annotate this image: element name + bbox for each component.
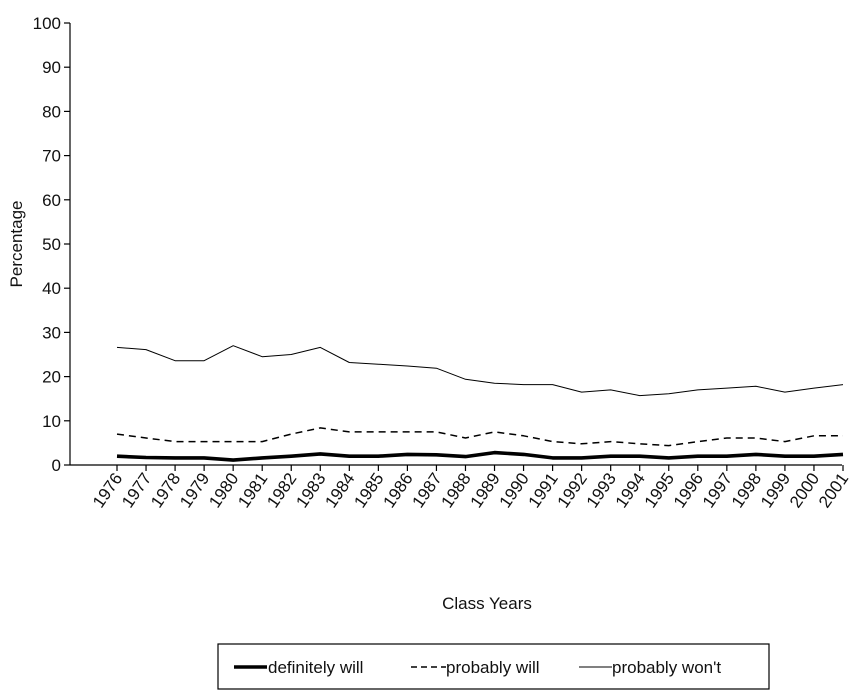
legend: definitely will probably will probably w… bbox=[217, 643, 770, 690]
x-axis-ticks: 1976197719781979198019811982198319841985… bbox=[89, 465, 852, 511]
x-tick-label: 1995 bbox=[641, 469, 678, 511]
y-axis-ticks: 0 10 20 30 40 50 60 70 80 90 100 bbox=[33, 14, 70, 475]
legend-box bbox=[217, 643, 770, 690]
y-tick-label: 40 bbox=[42, 279, 61, 298]
x-tick-label: 1999 bbox=[757, 469, 794, 511]
series-lines bbox=[116, 345, 844, 462]
x-tick-label: 1977 bbox=[118, 469, 155, 511]
y-tick-label: 50 bbox=[42, 235, 61, 254]
x-tick-label: 1986 bbox=[379, 469, 416, 511]
x-tick-label: 1984 bbox=[321, 469, 358, 511]
legend-label-probably-wont: probably won't bbox=[612, 658, 721, 677]
x-tick-label: 1998 bbox=[728, 469, 765, 511]
x-tick-label: 1983 bbox=[292, 469, 329, 511]
y-tick-label: 80 bbox=[42, 102, 61, 121]
x-tick-label: 1992 bbox=[554, 469, 591, 511]
x-tick-label: 2001 bbox=[815, 469, 852, 511]
y-tick-label: 100 bbox=[33, 14, 61, 33]
y-tick-label: 90 bbox=[42, 58, 61, 77]
x-tick-label: 1997 bbox=[699, 469, 736, 511]
y-tick-label: 60 bbox=[42, 191, 61, 210]
y-axis-title: Percentage bbox=[7, 201, 26, 288]
series-line-probably-will bbox=[116, 427, 843, 447]
y-tick-label: 70 bbox=[42, 147, 61, 166]
legend-label-probably-will: probably will bbox=[446, 658, 540, 677]
x-tick-label: 1978 bbox=[147, 469, 184, 511]
x-tick-label: 1991 bbox=[525, 469, 562, 511]
x-tick-label: 1976 bbox=[89, 469, 126, 511]
x-tick-label: 1990 bbox=[496, 469, 533, 511]
y-tick-label: 0 bbox=[52, 456, 61, 475]
x-tick-label: 1979 bbox=[176, 469, 213, 511]
y-tick-label: 30 bbox=[42, 323, 61, 342]
series-line-probably-won-t bbox=[116, 345, 844, 397]
legend-label-definitely-will: definitely will bbox=[268, 658, 363, 677]
x-tick-label: 1985 bbox=[350, 469, 387, 511]
x-tick-label: 1980 bbox=[205, 469, 242, 511]
x-axis-title: Class Years bbox=[442, 594, 532, 613]
y-tick-label: 20 bbox=[42, 368, 61, 387]
y-tick-label: 10 bbox=[42, 412, 61, 431]
x-tick-label: 1982 bbox=[263, 469, 300, 511]
x-tick-label: 1988 bbox=[437, 469, 474, 511]
x-tick-label: 1987 bbox=[408, 469, 445, 511]
x-tick-label: 1994 bbox=[612, 469, 649, 511]
x-tick-label: 2000 bbox=[786, 469, 823, 511]
series-line-definitely-will bbox=[116, 450, 844, 462]
x-tick-label: 1993 bbox=[583, 469, 620, 511]
x-tick-label: 1989 bbox=[467, 469, 504, 511]
x-tick-label: 1996 bbox=[670, 469, 707, 511]
x-tick-label: 1981 bbox=[234, 469, 271, 511]
